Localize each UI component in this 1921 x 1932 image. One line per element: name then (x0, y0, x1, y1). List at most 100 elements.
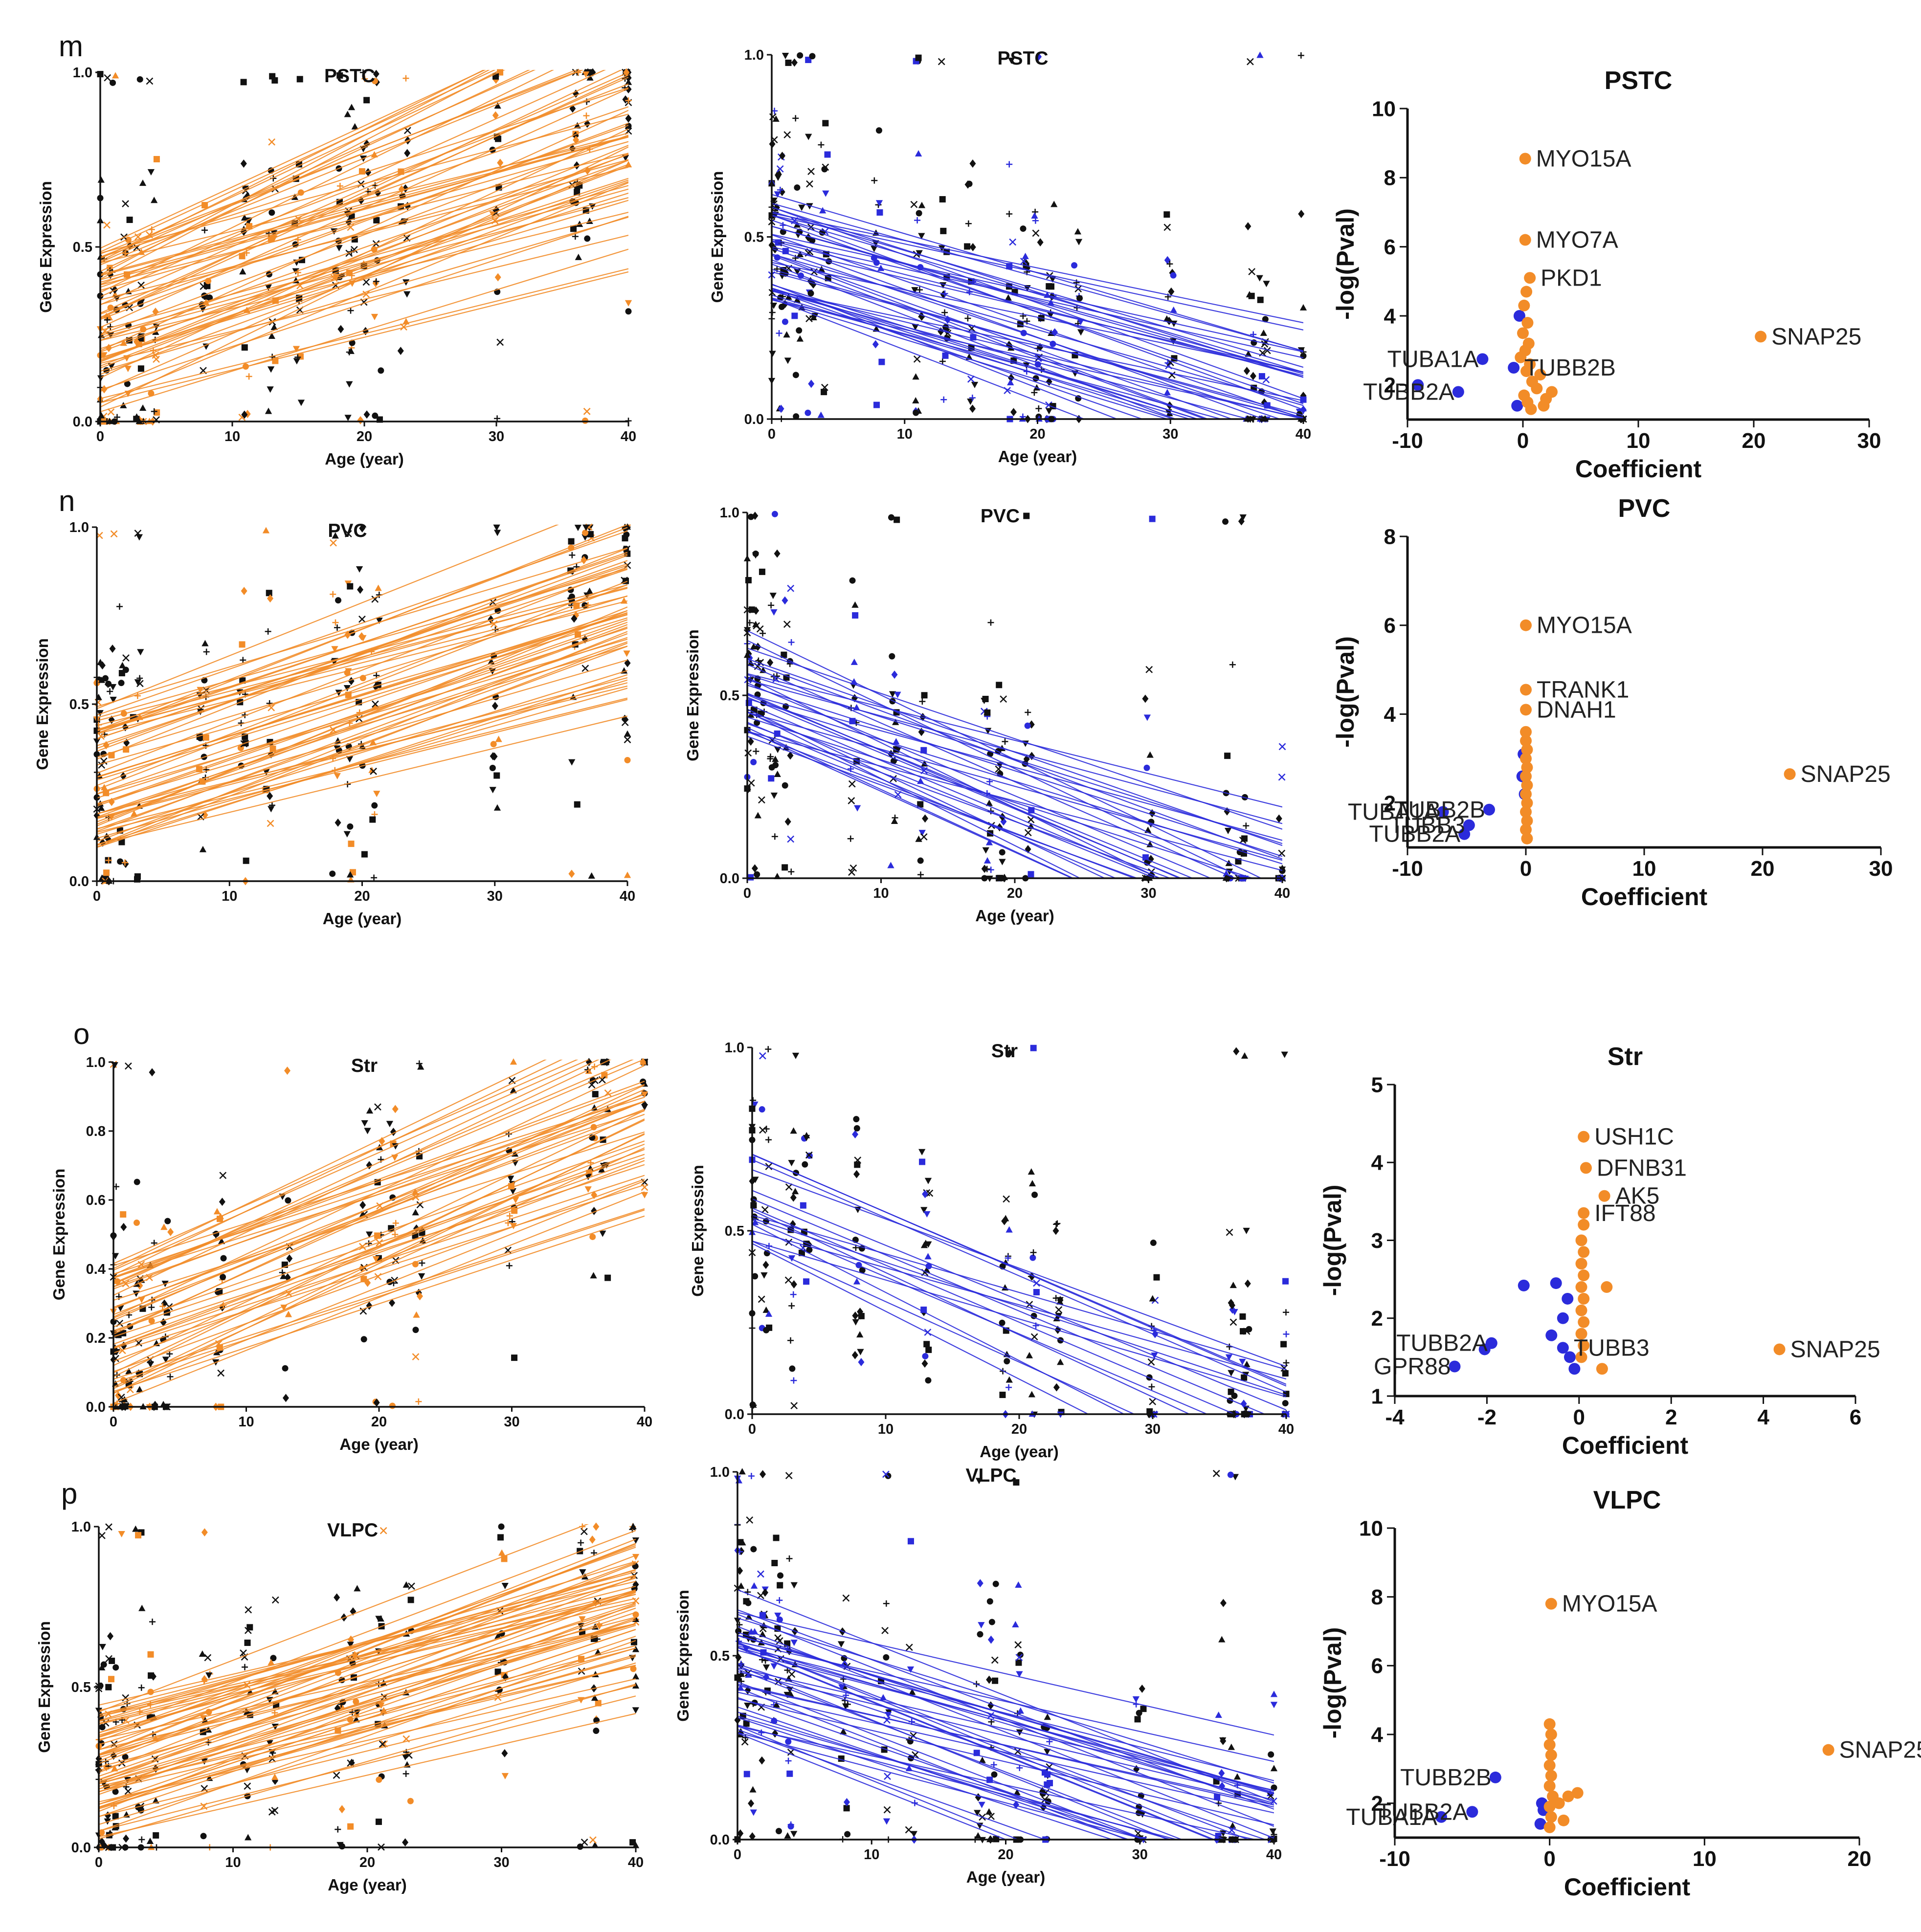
data-point (346, 756, 354, 763)
trend-line (772, 240, 1303, 377)
data-point (759, 1756, 765, 1765)
data-point (495, 135, 502, 142)
data-point (905, 1643, 913, 1651)
data-point (591, 1694, 599, 1701)
data-point (1283, 1331, 1290, 1337)
data-point (239, 268, 246, 275)
data-point (1149, 1398, 1157, 1405)
data-point (843, 1805, 850, 1812)
trend-line (752, 1210, 1191, 1414)
y-tick-label: 6 (1371, 1654, 1383, 1678)
volcano-point (1601, 1281, 1613, 1293)
data-point (137, 365, 144, 372)
trend-line (97, 580, 627, 786)
y-tick-label: 0.0 (69, 874, 89, 889)
data-point (118, 1531, 125, 1537)
data-point (357, 416, 364, 424)
data-point (138, 1604, 146, 1611)
data-point (378, 1702, 385, 1709)
data-point (759, 1470, 766, 1479)
data-point (752, 1273, 759, 1280)
data-point (758, 1295, 765, 1303)
data-point (126, 217, 133, 223)
data-point (759, 1612, 766, 1619)
trend-line (113, 1147, 645, 1389)
data-point (148, 1317, 155, 1324)
data-point (990, 1761, 997, 1768)
data-point (571, 614, 578, 623)
gene-label: TRANK1 (1537, 677, 1629, 703)
data-point (790, 1582, 798, 1589)
trend-line (772, 284, 1118, 419)
volcano-point (1578, 1246, 1590, 1258)
data-point (1241, 1052, 1249, 1059)
data-point (640, 1058, 647, 1066)
data-point (136, 1386, 143, 1393)
y-axis-label: -log(Pval) (1319, 1185, 1346, 1296)
data-point (331, 646, 338, 653)
trend-line (752, 1243, 1090, 1414)
data-point (589, 68, 596, 77)
data-point (852, 612, 859, 619)
data-point (774, 1612, 782, 1619)
data-point (237, 745, 244, 752)
data-point (347, 307, 354, 314)
trend-line (99, 1662, 636, 1825)
volcano-point (1520, 823, 1532, 836)
data-point (854, 1161, 861, 1168)
data-point (769, 593, 777, 600)
data-point (848, 780, 856, 788)
trend-line (752, 1218, 1286, 1396)
trend-lines (113, 1060, 645, 1404)
data-point (591, 1550, 598, 1556)
data-point (971, 381, 979, 388)
data-point (894, 691, 901, 698)
data-point (925, 1377, 932, 1384)
data-point (586, 587, 593, 594)
y-tick-label: 4 (1384, 703, 1396, 727)
volcano-point (1575, 1258, 1587, 1270)
data-point (241, 587, 247, 595)
trend-line (752, 1223, 1125, 1414)
y-tick-label: 4 (1371, 1723, 1384, 1747)
volcano-point (1518, 299, 1530, 311)
data-point (912, 397, 919, 404)
trend-line (772, 246, 1303, 373)
data-point (1260, 329, 1267, 336)
trend-lines (99, 1524, 636, 1840)
trend-line (737, 1614, 1274, 1827)
panel-label-o: o (73, 1018, 89, 1050)
volcano-point (1435, 1811, 1447, 1823)
data-point (770, 792, 778, 799)
x-tick-label: 20 (1848, 1847, 1872, 1871)
trend-line (113, 1133, 645, 1394)
trend-line (99, 1594, 636, 1715)
x-tick-label: 40 (1266, 1847, 1282, 1863)
data-point (982, 847, 989, 854)
data-point (632, 1682, 640, 1689)
y-tick-label: 6 (1384, 614, 1396, 638)
data-point (975, 1478, 983, 1485)
data-point (792, 1052, 800, 1059)
data-point (356, 566, 363, 573)
trend-line (100, 248, 628, 413)
data-point (107, 688, 113, 695)
data-point (371, 313, 379, 320)
data-point (852, 1319, 859, 1326)
data-point (918, 728, 925, 736)
data-point (1140, 1706, 1147, 1712)
data-point (348, 677, 355, 686)
data-point (981, 697, 988, 704)
data-point (773, 1701, 780, 1708)
data-point (1240, 1328, 1247, 1334)
volcano-point (1546, 386, 1558, 398)
data-point (761, 1206, 769, 1214)
data-point (1044, 1749, 1051, 1755)
gene-label: IFT88 (1594, 1200, 1655, 1226)
data-point (98, 676, 106, 683)
data-point (1015, 1654, 1023, 1661)
data-point (985, 1808, 993, 1815)
data-point (1263, 281, 1270, 288)
data-point (581, 665, 589, 672)
